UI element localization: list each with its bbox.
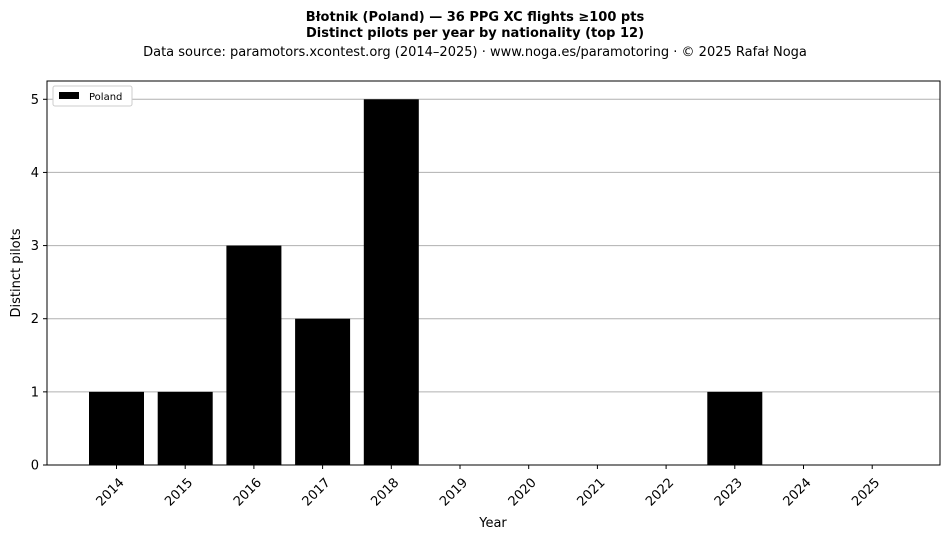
legend-swatch bbox=[59, 92, 79, 99]
legend: Poland bbox=[52, 85, 133, 107]
x-tick-label: 2014 bbox=[94, 475, 128, 509]
x-tick-label: 2020 bbox=[506, 475, 540, 509]
x-tick-label: 2021 bbox=[574, 475, 608, 509]
x-tick-label: 2017 bbox=[300, 475, 334, 509]
chart-subtitle: Data source: paramotors.xcontest.org (20… bbox=[143, 45, 807, 60]
bar-2016 bbox=[226, 245, 282, 465]
y-tick-label: 5 bbox=[31, 93, 39, 108]
gridlines bbox=[47, 98, 940, 393]
bar-2023 bbox=[707, 391, 763, 465]
y-tick-label: 1 bbox=[31, 385, 39, 400]
chart-title-line2: Distinct pilots per year by nationality … bbox=[306, 26, 644, 41]
plot-frame bbox=[46, 80, 941, 466]
y-tick-label: 4 bbox=[31, 166, 39, 181]
y-tick-label: 2 bbox=[31, 312, 39, 327]
bars bbox=[89, 99, 763, 466]
x-axis-ticks: 2014 2015 2016 2017 2018 2019 2020 2021 2022 2023… bbox=[94, 465, 883, 509]
y-tick-label: 3 bbox=[31, 239, 39, 254]
x-tick-label: 2016 bbox=[231, 475, 265, 509]
x-tick-label: 2018 bbox=[368, 475, 402, 509]
x-axis-label: Year bbox=[478, 516, 507, 531]
x-tick-label: 2025 bbox=[849, 475, 883, 509]
bar-2018 bbox=[363, 99, 419, 466]
legend-label: Poland bbox=[89, 92, 122, 103]
x-tick-label: 2015 bbox=[162, 475, 196, 509]
legend-box bbox=[52, 85, 133, 107]
bar-2017 bbox=[295, 318, 351, 465]
chart-title-line1: Błotnik (Poland) — 36 PPG XC flights ≥10… bbox=[306, 10, 645, 25]
x-tick-label: 2022 bbox=[643, 475, 677, 509]
x-tick-label: 2023 bbox=[712, 475, 746, 509]
bar-2014 bbox=[89, 391, 144, 465]
y-axis-label: Distinct pilots bbox=[9, 228, 24, 317]
y-tick-label: 0 bbox=[31, 459, 39, 474]
x-tick-label: 2019 bbox=[437, 475, 471, 509]
x-tick-label: 2024 bbox=[781, 475, 815, 509]
bar-2015 bbox=[157, 391, 213, 465]
y-axis-ticks: 0 1 2 3 4 5 bbox=[31, 93, 47, 474]
